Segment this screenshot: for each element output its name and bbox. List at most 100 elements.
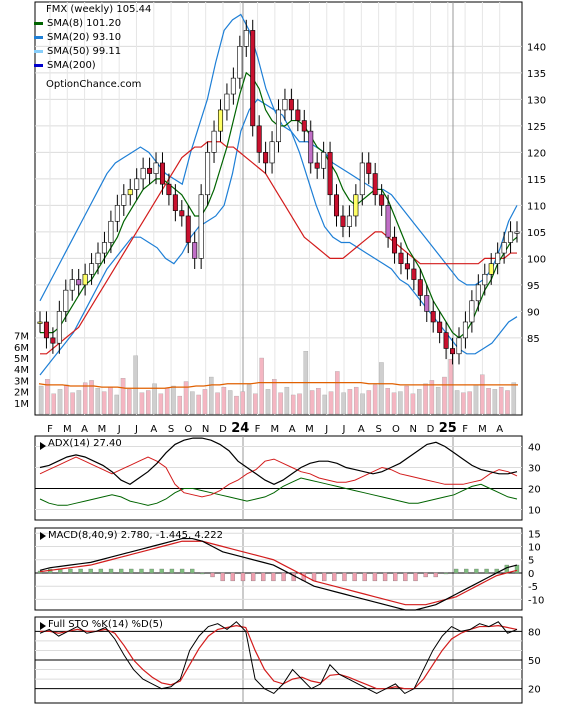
price-candle (469, 300, 475, 323)
price-candle (185, 215, 191, 243)
macd-histogram-bar (139, 568, 144, 574)
price-candle (379, 194, 385, 206)
panel-frame-price (34, 1, 523, 416)
price-candle (69, 279, 75, 291)
panel-handle-icon (40, 442, 46, 450)
price-candle (327, 152, 333, 196)
price-candle (263, 152, 269, 164)
x-tick-label: D (427, 424, 435, 435)
macd-histogram-bar (210, 572, 215, 578)
macd-tick-label: 5 (528, 556, 534, 567)
x-tick-label: 24 (231, 421, 249, 436)
adx-plus-di-line (39, 456, 518, 498)
price-candle (50, 337, 56, 344)
volume-bar (328, 391, 334, 415)
macd-histogram-bar (372, 572, 378, 582)
x-tick-label: N (202, 424, 209, 435)
macd-histogram-bar (342, 572, 347, 582)
volume-bar (372, 384, 378, 415)
volume-bar (57, 389, 63, 415)
volume-bar (51, 393, 56, 415)
volume-tick-label: 4M (14, 365, 29, 376)
legend-label-sma20: SMA(20) 93.10 (47, 32, 122, 43)
volume-bar (133, 355, 138, 415)
price-candle (346, 215, 352, 227)
price-candle (372, 173, 378, 196)
volume-bar (290, 394, 296, 415)
volume-bar (253, 393, 258, 415)
x-tick-label: D (219, 424, 227, 435)
price-candle (140, 167, 146, 180)
price-candle (198, 194, 204, 259)
legend-label-sma8: SMA(8) 101.20 (47, 18, 122, 29)
volume-bar (505, 390, 510, 415)
price-candle (314, 162, 320, 169)
macd-histogram-bar (88, 568, 93, 574)
macd-histogram-bar (190, 568, 195, 574)
panel-frame-adx (34, 435, 523, 521)
macd-histogram-bar (230, 572, 235, 582)
macd-histogram-bar (443, 572, 449, 575)
volume-bar (215, 392, 220, 415)
legend-label-sma50: SMA(50) 99.11 (47, 46, 122, 57)
macd-signal-line (39, 540, 518, 606)
volume-bar (423, 383, 428, 415)
volume-bar (442, 376, 447, 415)
price-candle (450, 348, 456, 355)
price-candle (321, 152, 327, 169)
price-candle (462, 321, 468, 339)
volume-bar (45, 379, 50, 415)
macd-histogram-bar (78, 568, 83, 574)
volume-bar (347, 389, 353, 415)
volume-bar (240, 391, 246, 415)
macd-histogram-bar (464, 568, 469, 574)
volume-bar (202, 389, 208, 415)
volume-bar (435, 386, 441, 415)
volume-bar (164, 388, 170, 415)
macd-histogram-bar (433, 572, 438, 578)
volume-bar (404, 385, 409, 415)
volume-bar (265, 389, 271, 415)
x-tick-label: A (496, 424, 503, 435)
price-candle (269, 141, 275, 164)
price-candle (288, 99, 294, 111)
price-candle (366, 162, 372, 174)
price-tick-label: 120 (527, 148, 546, 159)
price-candle (82, 273, 88, 286)
price-candle (295, 109, 301, 121)
volume-bar (473, 384, 479, 415)
volume-bar (366, 390, 372, 415)
volume-bar (89, 380, 94, 415)
price-tick-label: 90 (527, 307, 540, 318)
price-candle (411, 268, 417, 280)
volume-bar (454, 390, 460, 415)
macd-histogram-bar (362, 572, 367, 582)
sto-d-line (40, 624, 518, 690)
sto-k-line (39, 621, 518, 695)
macd-histogram-bar (484, 568, 489, 574)
volume-bar (278, 392, 283, 415)
sto-label: Full STO %K(14) %D(5) (48, 619, 163, 630)
volume-tick-label: 3M (14, 376, 29, 387)
panel-frame-macd (34, 527, 523, 611)
macd-histogram-bar (352, 572, 357, 582)
volume-bar (221, 386, 227, 415)
volume-bar (467, 391, 472, 415)
macd-histogram-bar (200, 572, 205, 575)
macd-histogram-bar (179, 568, 185, 574)
volume-bar (64, 384, 69, 415)
price-candle (437, 321, 443, 333)
volume-bar (410, 393, 416, 415)
price-candle (301, 120, 307, 132)
x-tick-label: S (168, 424, 174, 435)
x-tick-label: J (134, 424, 138, 435)
price-candle (192, 242, 198, 259)
price-candle (456, 337, 462, 355)
x-tick-label: M (271, 424, 280, 435)
x-tick-label: J (324, 424, 328, 435)
price-candle (63, 289, 69, 312)
price-candle (56, 311, 62, 344)
price-candle (430, 311, 436, 323)
adx-label: ADX(14) 27.40 (48, 438, 122, 449)
